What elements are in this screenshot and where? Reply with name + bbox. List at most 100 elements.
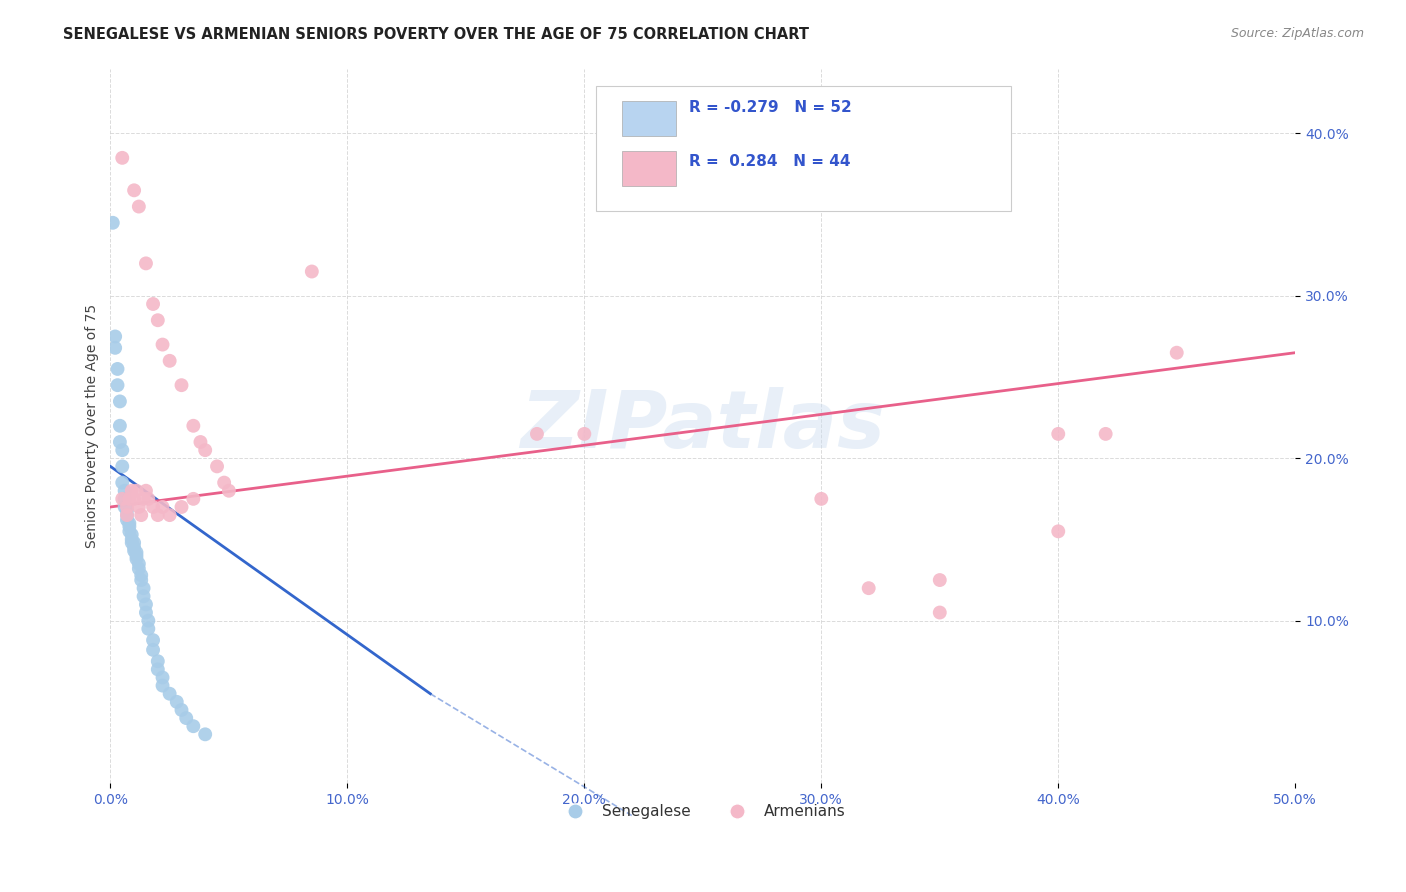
Point <box>135 256 157 270</box>
FancyBboxPatch shape <box>623 151 675 186</box>
Point <box>104 329 127 343</box>
Point <box>125 549 148 563</box>
Point <box>114 491 136 506</box>
Point <box>526 426 548 441</box>
Point <box>108 394 131 409</box>
Point <box>108 435 131 450</box>
Point <box>170 378 193 392</box>
Point <box>101 216 124 230</box>
Point <box>190 435 212 450</box>
Point <box>1094 426 1116 441</box>
Point <box>121 527 143 541</box>
Point <box>122 535 145 549</box>
Point <box>129 573 152 587</box>
Point <box>142 633 165 648</box>
Point <box>125 483 148 498</box>
Point <box>159 354 181 368</box>
Point <box>146 662 169 676</box>
Point <box>104 341 127 355</box>
Point <box>121 533 143 547</box>
Point <box>115 508 138 522</box>
Legend: Senegalese, Armenians: Senegalese, Armenians <box>554 798 852 825</box>
Point <box>152 500 174 514</box>
Point <box>142 500 165 514</box>
Point <box>111 491 134 506</box>
Point <box>108 418 131 433</box>
Point <box>107 378 129 392</box>
Point <box>170 500 193 514</box>
Point <box>1166 345 1188 359</box>
Point <box>166 695 188 709</box>
Point <box>183 418 205 433</box>
Text: ZIPatlas: ZIPatlas <box>520 387 886 465</box>
Point <box>152 679 174 693</box>
Point <box>194 443 217 458</box>
Point <box>125 552 148 566</box>
Point <box>128 557 150 571</box>
Point <box>928 606 950 620</box>
Point <box>136 622 159 636</box>
Point <box>114 500 136 514</box>
Point <box>301 264 323 278</box>
Point <box>132 491 155 506</box>
Point <box>205 459 228 474</box>
Point <box>121 535 143 549</box>
Point <box>135 598 157 612</box>
Point <box>111 475 134 490</box>
Point <box>107 362 129 376</box>
Text: SENEGALESE VS ARMENIAN SENIORS POVERTY OVER THE AGE OF 75 CORRELATION CHART: SENEGALESE VS ARMENIAN SENIORS POVERTY O… <box>63 27 810 42</box>
Point <box>111 443 134 458</box>
Point <box>170 703 193 717</box>
Point <box>1047 524 1070 539</box>
Text: R = -0.279   N = 52: R = -0.279 N = 52 <box>689 100 852 115</box>
Point <box>152 671 174 685</box>
Point <box>132 581 155 595</box>
Point <box>174 711 197 725</box>
Point <box>118 516 141 531</box>
Point <box>183 491 205 506</box>
Point <box>218 483 240 498</box>
Point <box>118 524 141 539</box>
FancyBboxPatch shape <box>596 87 1011 211</box>
Point <box>118 491 141 506</box>
Point <box>194 727 217 741</box>
Point <box>114 483 136 498</box>
Point <box>858 581 880 595</box>
Point <box>136 491 159 506</box>
Point <box>128 200 150 214</box>
Point <box>574 426 596 441</box>
Point <box>115 500 138 514</box>
Point <box>928 573 950 587</box>
Point <box>122 491 145 506</box>
Point <box>159 508 181 522</box>
Point <box>122 544 145 558</box>
Point <box>128 500 150 514</box>
Point <box>142 643 165 657</box>
Point <box>111 459 134 474</box>
Point <box>121 483 143 498</box>
Point <box>146 313 169 327</box>
Point <box>129 508 152 522</box>
Text: Source: ZipAtlas.com: Source: ZipAtlas.com <box>1230 27 1364 40</box>
Point <box>1047 426 1070 441</box>
Point <box>152 337 174 351</box>
Point <box>132 589 155 603</box>
Point <box>183 719 205 733</box>
Point <box>115 513 138 527</box>
Point <box>122 183 145 197</box>
Text: R =  0.284   N = 44: R = 0.284 N = 44 <box>689 154 851 169</box>
Point <box>111 151 134 165</box>
Point <box>129 568 152 582</box>
Point <box>135 606 157 620</box>
Point <box>142 297 165 311</box>
Point <box>118 519 141 533</box>
Point <box>810 491 832 506</box>
Point <box>125 545 148 559</box>
Point <box>122 541 145 555</box>
FancyBboxPatch shape <box>623 101 675 136</box>
Point <box>212 475 235 490</box>
Point <box>159 687 181 701</box>
Point <box>146 654 169 668</box>
Point <box>128 562 150 576</box>
Point <box>135 483 157 498</box>
